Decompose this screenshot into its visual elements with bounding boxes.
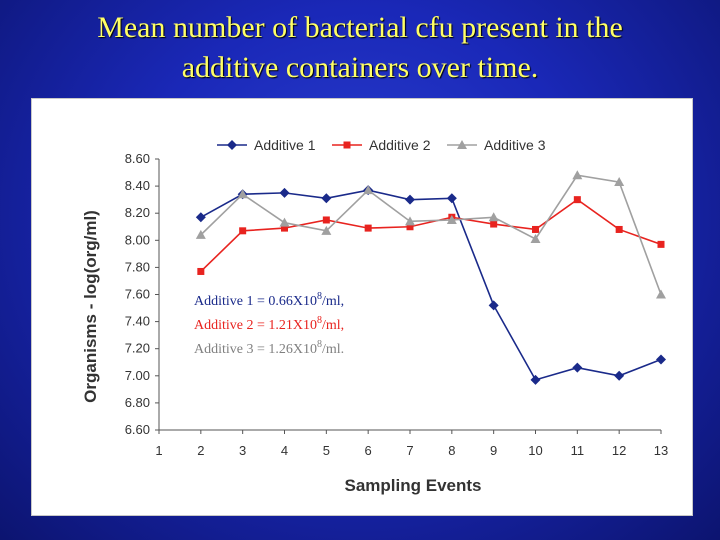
x-tick-label: 12 bbox=[612, 443, 626, 458]
data-point bbox=[279, 217, 290, 227]
data-point bbox=[490, 220, 498, 228]
concentration-annotation: Additive 3 = 1.26X108/ml. bbox=[194, 339, 344, 357]
data-point bbox=[279, 187, 290, 198]
data-point bbox=[281, 224, 288, 232]
x-tick-label: 8 bbox=[448, 443, 455, 458]
data-point bbox=[530, 374, 541, 385]
legend-marker bbox=[227, 140, 237, 150]
line-chart: 6.60 6.80 7.00 7.20 7.40 7.60 7.80 8.00 8.20 8.40… bbox=[81, 137, 668, 495]
data-point bbox=[572, 362, 583, 373]
x-axis-title: Sampling Events bbox=[345, 476, 482, 495]
x-tick-label: 1 bbox=[155, 443, 162, 458]
y-tick-label: 7.40 bbox=[125, 314, 150, 329]
data-point bbox=[364, 224, 372, 232]
data-point bbox=[239, 227, 247, 235]
data-point bbox=[237, 189, 248, 199]
series-line bbox=[200, 174, 662, 295]
y-tick-label: 6.60 bbox=[125, 422, 150, 437]
x-tick-label: 2 bbox=[197, 443, 204, 458]
data-point bbox=[197, 267, 205, 275]
data-point bbox=[614, 177, 625, 187]
chart-panel: 6.60 6.80 7.00 7.20 7.40 7.60 7.80 8.00 8.20 8.40… bbox=[31, 98, 693, 516]
data-point bbox=[446, 193, 457, 204]
y-tick-label: 8.40 bbox=[125, 178, 150, 193]
data-point bbox=[322, 216, 330, 224]
concentration-annotation: Additive 1 = 0.66X108/ml, bbox=[194, 291, 344, 309]
legend-label: Additive 1 bbox=[254, 137, 316, 153]
x-tick-label: 5 bbox=[323, 443, 330, 458]
y-tick-label: 7.60 bbox=[125, 287, 150, 302]
data-point bbox=[488, 212, 499, 222]
y-tick-label: 7.00 bbox=[125, 368, 150, 383]
y-tick-label: 6.80 bbox=[125, 395, 150, 410]
y-tick-label: 8.00 bbox=[125, 232, 150, 247]
data-point bbox=[405, 216, 415, 226]
data-point bbox=[614, 370, 625, 381]
legend-marker bbox=[343, 141, 351, 149]
series-line bbox=[200, 198, 662, 273]
data-point bbox=[321, 225, 332, 235]
y-axis-title: Organisms - log(org/ml) bbox=[81, 210, 100, 403]
x-tick-label: 7 bbox=[406, 443, 413, 458]
data-point bbox=[406, 223, 414, 231]
x-tick-label: 6 bbox=[365, 443, 372, 458]
data-point bbox=[657, 240, 665, 248]
y-tick-label: 7.80 bbox=[125, 259, 150, 274]
data-point bbox=[656, 354, 666, 365]
x-tick-label: 10 bbox=[528, 443, 542, 458]
data-point bbox=[573, 196, 581, 204]
x-tick-label: 11 bbox=[571, 443, 585, 458]
legend-label: Additive 3 bbox=[484, 137, 546, 153]
y-tick-label: 8.60 bbox=[125, 151, 150, 166]
data-point bbox=[195, 212, 206, 223]
slide-title-line-2: additive containers over time. bbox=[181, 51, 539, 84]
data-point bbox=[530, 233, 541, 243]
concentration-annotation: Additive 2 = 1.21X108/ml, bbox=[194, 315, 344, 333]
slide-title-line-1: Mean number of bacterial cfu present in … bbox=[97, 11, 623, 44]
data-point bbox=[615, 225, 623, 233]
x-tick-label: 13 bbox=[654, 443, 668, 458]
data-point bbox=[446, 214, 457, 224]
data-point bbox=[656, 289, 666, 299]
data-point bbox=[195, 229, 206, 239]
data-point bbox=[488, 300, 499, 311]
slide-title: Mean number of bacterial cfu present in … bbox=[0, 8, 720, 88]
y-tick-label: 8.20 bbox=[125, 205, 150, 220]
data-point bbox=[572, 170, 583, 180]
data-point bbox=[363, 185, 374, 195]
data-point bbox=[321, 193, 332, 204]
legend-marker bbox=[457, 140, 467, 149]
data-point bbox=[405, 194, 415, 205]
x-tick-label: 3 bbox=[239, 443, 246, 458]
y-tick-label: 7.20 bbox=[125, 341, 150, 356]
legend-label: Additive 2 bbox=[369, 137, 431, 153]
x-tick-label: 9 bbox=[490, 443, 497, 458]
data-point bbox=[532, 225, 539, 233]
series-line bbox=[200, 189, 662, 381]
x-tick-label: 4 bbox=[281, 443, 288, 458]
